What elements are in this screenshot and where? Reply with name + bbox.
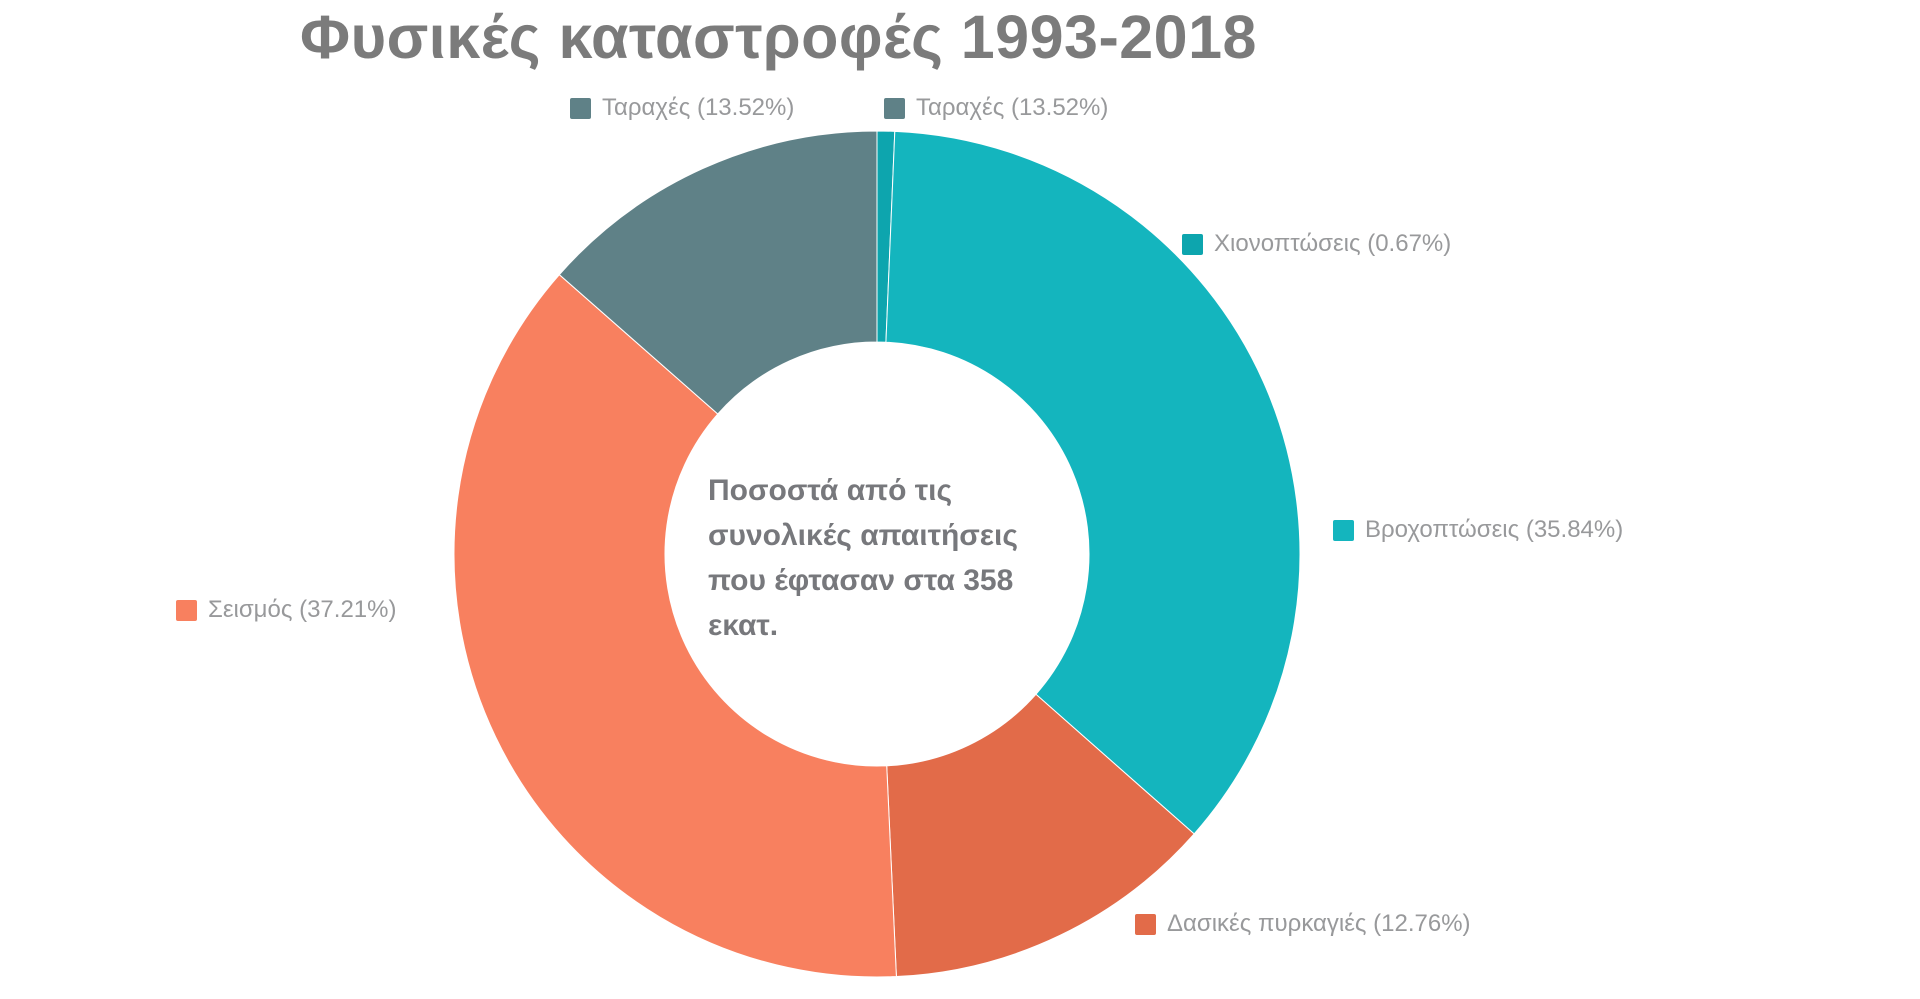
legend-text: Ταραχές (13.52%)	[602, 94, 795, 121]
legend-text: Ταραχές (13.52%)	[916, 94, 1109, 121]
pie-slice-Βροχοπτώσεις	[885, 131, 1300, 835]
legend-label-dasikes: Δασικές πυρκαγιές (12.76%)	[1135, 910, 1471, 938]
donut-center-text: Ποσοστά από τις συνολικές απαιτήσεις που…	[708, 468, 1068, 648]
legend-label-seismos: Σεισμός (37.21%)	[176, 596, 396, 624]
legend-text: Βροχοπτώσεις (35.84%)	[1365, 516, 1624, 543]
legend-label-vrochoptoseis: Βροχοπτώσεις (35.84%)	[1333, 516, 1623, 544]
legend-label-chionoptoseis: Χιονοπτώσεις (0.67%)	[1182, 230, 1451, 258]
pie-slice-Ταραχές	[558, 131, 878, 415]
center-text-line: Ποσοστά από τις	[708, 474, 953, 507]
center-text-line: συνολικές απαιτήσεις	[708, 519, 1018, 552]
legend-swatch	[1135, 913, 1156, 935]
legend-label-taraches-2: Ταραχές (13.52%)	[884, 94, 1108, 122]
pie-slice-Σεισμός	[454, 273, 897, 977]
donut-chart	[454, 131, 1300, 977]
chart-title: Φυσικές καταστροφές 1993-2018	[300, 3, 1257, 71]
legend-swatch	[1182, 233, 1203, 255]
center-text-line: που έφτασαν στα 358	[708, 564, 1014, 597]
legend-text: Χιονοπτώσεις (0.67%)	[1214, 230, 1452, 257]
legend-swatch	[884, 97, 905, 119]
legend-swatch	[176, 599, 197, 621]
legend-text: Δασικές πυρκαγιές (12.76%)	[1167, 910, 1471, 937]
legend-text: Σεισμός (37.21%)	[208, 596, 397, 623]
legend-swatch	[570, 97, 591, 119]
legend-swatch	[1333, 519, 1354, 541]
center-text-line: εκατ.	[708, 609, 779, 642]
legend-label-taraches-1: Ταραχές (13.52%)	[570, 94, 794, 122]
pie-slice-Δασικές πυρκαγιές	[886, 693, 1195, 977]
